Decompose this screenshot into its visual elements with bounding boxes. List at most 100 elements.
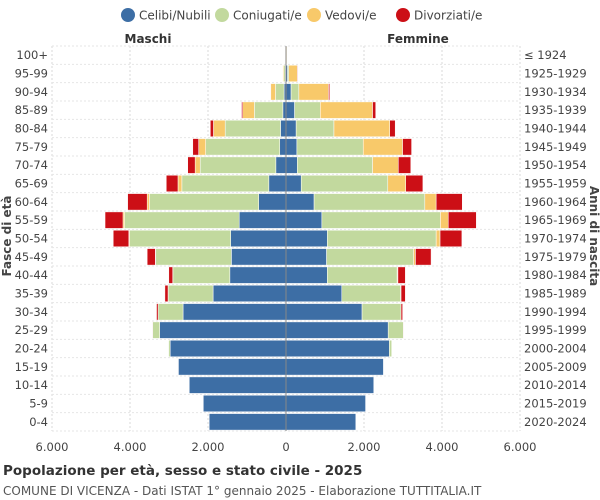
bar-female [389,120,396,137]
age-group-label: 15-19 [15,360,48,374]
bar-female [341,285,401,302]
legend-marker [396,8,410,22]
bar-male [159,321,287,339]
bar-female [447,211,477,229]
bar-male [210,120,214,137]
bar-male [208,413,287,431]
bar-male [238,211,287,229]
bar-female [300,175,389,192]
bar-female [285,340,390,357]
y-axis-title-left: Fasce di età [0,195,14,276]
bar-male [198,138,206,156]
age-group-label: 30-34 [15,305,48,319]
bar-female [389,340,392,357]
age-group-label: 5-9 [29,397,48,411]
legend-marker [307,8,321,22]
bar-male [166,175,179,192]
bar-female [413,248,416,266]
age-group-label: 75-79 [15,140,48,154]
birth-year-label: 1995-1999 [524,323,587,337]
bar-male [229,266,287,284]
bar-female [361,303,402,321]
bar-male [230,230,287,247]
age-group-labels: 100+ 95-99 90-94 85-89 80-84 75-79 70-74 65-69 6… [15,48,48,429]
bar-female [285,358,384,376]
bar-female [285,266,328,284]
x-tick-label: 4.000 [426,440,459,454]
age-group-label: 85-89 [15,103,48,117]
bar-male [152,321,160,339]
birth-year-label: 1955-1959 [524,177,587,191]
bar-male [146,193,150,211]
birth-year-label: ≤ 1924 [524,48,567,62]
bar-male [177,175,183,192]
bar-male [124,211,240,229]
legend-label: Divorziati/e [414,9,482,23]
legend-label: Vedovi/e [325,9,376,23]
bar-female [435,193,463,211]
bar-male [181,175,270,192]
bar-female [424,193,437,211]
right-group-label: Femmine [387,32,449,46]
age-group-label: 50-54 [15,232,48,246]
legend-label: Celibi/Nubili [139,9,211,23]
x-tick-label: 0 [282,440,289,454]
bar-female [387,321,404,339]
bar-female [285,321,389,339]
age-group-label: 0-4 [29,415,48,429]
age-group-label: 55-59 [15,213,48,227]
bar-male [172,266,231,284]
birth-year-label: 2005-2009 [524,360,587,374]
age-group-label: 95-99 [15,67,48,81]
birth-year-label: 1925-1929 [524,67,587,81]
bar-male [127,193,148,211]
bar-male [231,248,287,266]
bar-female [402,138,412,156]
x-tick-labels: 6.000 4.000 2.000 0 2.000 4.000 6.000 [36,440,537,454]
bar-male [280,120,287,137]
age-group-label: 100+ [16,48,48,62]
bar-male [157,303,184,321]
age-group-label: 80-84 [15,122,48,136]
birth-year-labels: ≤ 1924 1925-1929 1930-1934 1935-1939 1940-19… [524,48,587,429]
age-group-label: 25-29 [15,323,48,337]
bar-female [398,156,412,174]
bar-female [297,65,299,82]
bar-female [285,376,374,394]
birth-year-label: 1940-1944 [524,122,587,136]
bar-female [285,138,298,156]
bar-male [194,156,201,174]
age-group-label: 45-49 [15,250,48,264]
bar-male [203,395,287,412]
bar-female [397,266,406,284]
bar-female [440,211,449,229]
chart-subtitle: COMUNE DI VICENZA - Dati ISTAT 1° gennai… [3,484,482,498]
bar-female [285,303,363,321]
bar-male [279,138,287,156]
birth-year-label: 2000-2004 [524,342,587,356]
bar-female [326,248,414,266]
bar-female [285,285,343,302]
bar-female [362,138,403,156]
bar-female [285,83,292,101]
bar-male [212,285,287,302]
y-axis-title-right: Anni di nascita [587,186,600,286]
bar-male [275,156,287,174]
legend-label: Coniugati/e [233,9,302,23]
bar-male [164,285,169,302]
x-tick-label: 2.000 [348,440,381,454]
bar-female [285,211,323,229]
birth-year-label: 1945-1949 [524,140,587,154]
bar-male [242,101,255,119]
birth-year-label: 1990-1994 [524,305,587,319]
legend-marker [121,8,135,22]
bar-male [182,303,287,321]
left-group-label: Maschi [125,32,172,46]
birth-year-label: 2010-2014 [524,378,587,392]
bar-female [285,413,357,431]
birth-year-label: 1985-1989 [524,287,587,301]
bar-male [199,156,277,174]
bar-male [156,303,159,321]
bar-male [129,230,231,247]
bar-male [168,266,173,284]
